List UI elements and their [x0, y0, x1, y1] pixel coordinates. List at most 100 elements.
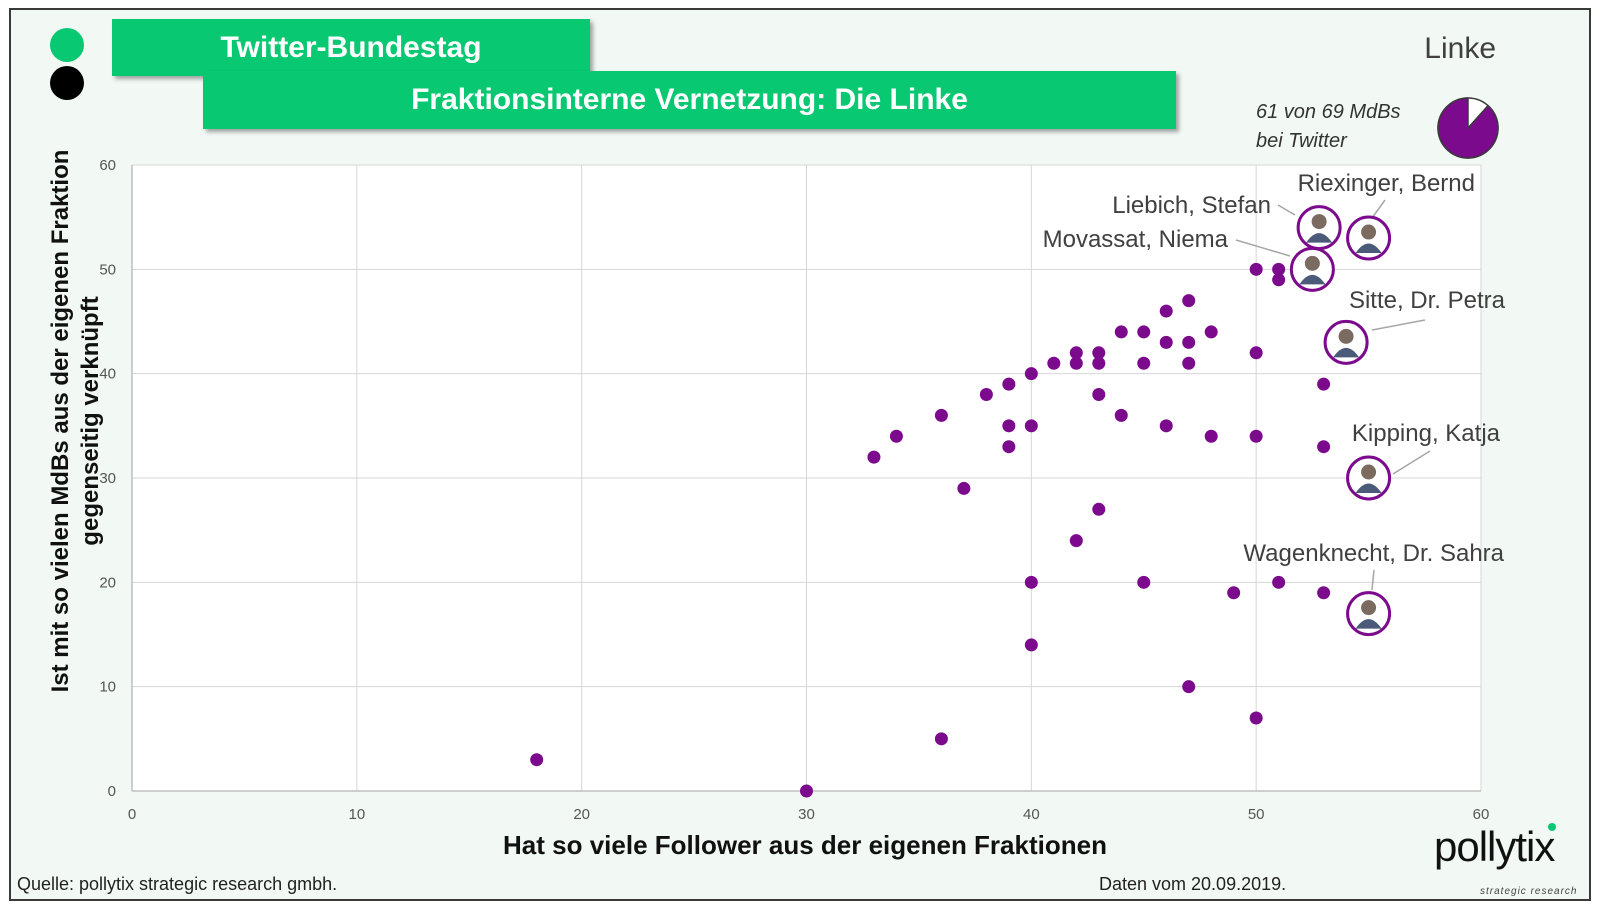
data-point [1114, 325, 1128, 339]
title-banner: Twitter-Bundestag [112, 19, 590, 76]
data-point [1182, 335, 1196, 349]
avatar-head-icon [1361, 600, 1377, 616]
data-point [979, 388, 993, 402]
data-point [1272, 273, 1286, 287]
source-note: Quelle: pollytix strategic research gmbh… [17, 874, 338, 894]
y-tick-label: 10 [99, 679, 116, 696]
x-axis-title: Hat so viele Follower aus der eigenen Fr… [503, 830, 1107, 860]
twitter-count-line2: bei Twitter [1256, 130, 1347, 152]
avatar-head-icon [1361, 224, 1377, 240]
pie-slice-on-twitter [1437, 97, 1499, 159]
leader-line [1371, 199, 1386, 219]
data-point [1249, 429, 1263, 443]
data-point [1137, 356, 1151, 370]
x-tick-label: 20 [573, 806, 590, 823]
y-tick-label: 60 [99, 157, 116, 174]
twitter-share-pie [1437, 97, 1499, 159]
data-point [1047, 356, 1061, 370]
data-point [1092, 356, 1106, 370]
logo-tagline: strategic research [1480, 886, 1578, 897]
mdb-label: Sitte, Dr. Petra [1349, 287, 1506, 314]
data-point [1272, 262, 1286, 276]
twitter-count-text: 61 von 69 MdBs bei Twitter [1256, 98, 1401, 156]
data-point [1137, 575, 1151, 589]
x-tick-label: 40 [1023, 806, 1040, 823]
data-point [1227, 586, 1241, 600]
y-tick-label: 30 [99, 470, 116, 487]
logo-wordmark: pollytix [1434, 823, 1555, 870]
mdb-label: Liebich, Stefan [1112, 192, 1271, 219]
mdb-label: Movassat, Niema [1043, 226, 1229, 253]
data-point [889, 429, 903, 443]
party-label: Linke [1424, 32, 1496, 65]
page-subtitle: Fraktionsinterne Vernetzung: Die Linke [411, 83, 968, 116]
avatar-body-icon [1355, 483, 1382, 493]
y-tick-label: 20 [99, 574, 116, 591]
y-tick-label: 40 [99, 366, 116, 383]
data-point [1024, 367, 1038, 381]
x-tick-label: 10 [348, 806, 365, 823]
logo-dot-icon [1548, 823, 1556, 831]
data-point [1002, 377, 1016, 391]
data-point [1024, 575, 1038, 589]
data-point [1204, 325, 1218, 339]
twitter-count-line1: 61 von 69 MdBs [1256, 101, 1401, 123]
leader-line [1392, 450, 1431, 475]
data-point [1024, 638, 1038, 652]
data-point [800, 784, 813, 798]
data-point [1069, 346, 1083, 360]
y-axis-title: Ist mit so vielen MdBs aus der eigenen F… [47, 149, 104, 693]
data-point [1159, 304, 1173, 318]
avatar-body-icon [1299, 274, 1326, 285]
x-tick-label: 60 [1473, 806, 1490, 823]
data-point [1272, 575, 1286, 589]
y-tick-label: 50 [99, 261, 116, 278]
y-tick-label: 0 [108, 783, 116, 800]
leader-line [1371, 319, 1426, 331]
data-point [1249, 262, 1263, 276]
pollytix-logo: pollytix strategic research [1434, 823, 1584, 903]
x-tick-label: 50 [1248, 806, 1265, 823]
data-point [530, 753, 544, 767]
page-title: Twitter-Bundestag [220, 30, 482, 64]
data-point [1159, 335, 1173, 349]
avatar-head-icon [1304, 255, 1320, 271]
data-point [867, 450, 881, 464]
data-point [1182, 680, 1196, 694]
black-circle-icon [50, 66, 84, 100]
avatar-head-icon [1311, 214, 1327, 230]
mdb-label: Kipping, Katja [1352, 420, 1501, 447]
data-point [1092, 502, 1106, 516]
data-point [1069, 356, 1083, 370]
data-point [1024, 419, 1038, 433]
data-point [1092, 346, 1106, 360]
leader-line [1277, 204, 1296, 216]
data-point [1137, 325, 1151, 339]
data-point [1249, 346, 1263, 360]
avatar-body-icon [1333, 347, 1360, 358]
subtitle-banner: Fraktionsinterne Vernetzung: Die Linke [203, 71, 1176, 129]
data-point [1002, 440, 1016, 454]
avatar-body-icon [1306, 233, 1333, 243]
data-point [1317, 440, 1331, 454]
data-point [1114, 408, 1128, 422]
data-point [934, 732, 948, 746]
data-point [1159, 419, 1173, 433]
data-point [1092, 388, 1106, 402]
data-point [1249, 711, 1263, 725]
data-point [1317, 586, 1331, 600]
avatar-head-icon [1361, 464, 1377, 480]
data-point [1069, 534, 1083, 548]
data-date-note: Daten vom 20.09.2019. [1099, 874, 1287, 894]
avatar-head-icon [1338, 328, 1354, 344]
data-point [1317, 377, 1331, 391]
leader-line [1235, 239, 1291, 257]
mdb-label: Wagenknecht, Dr. Sahra [1243, 540, 1504, 567]
data-point [1182, 356, 1196, 370]
data-point [1182, 294, 1196, 308]
avatar-body-icon [1355, 243, 1382, 254]
x-tick-label: 30 [798, 806, 815, 823]
data-point [1002, 419, 1016, 433]
data-point [934, 408, 948, 422]
